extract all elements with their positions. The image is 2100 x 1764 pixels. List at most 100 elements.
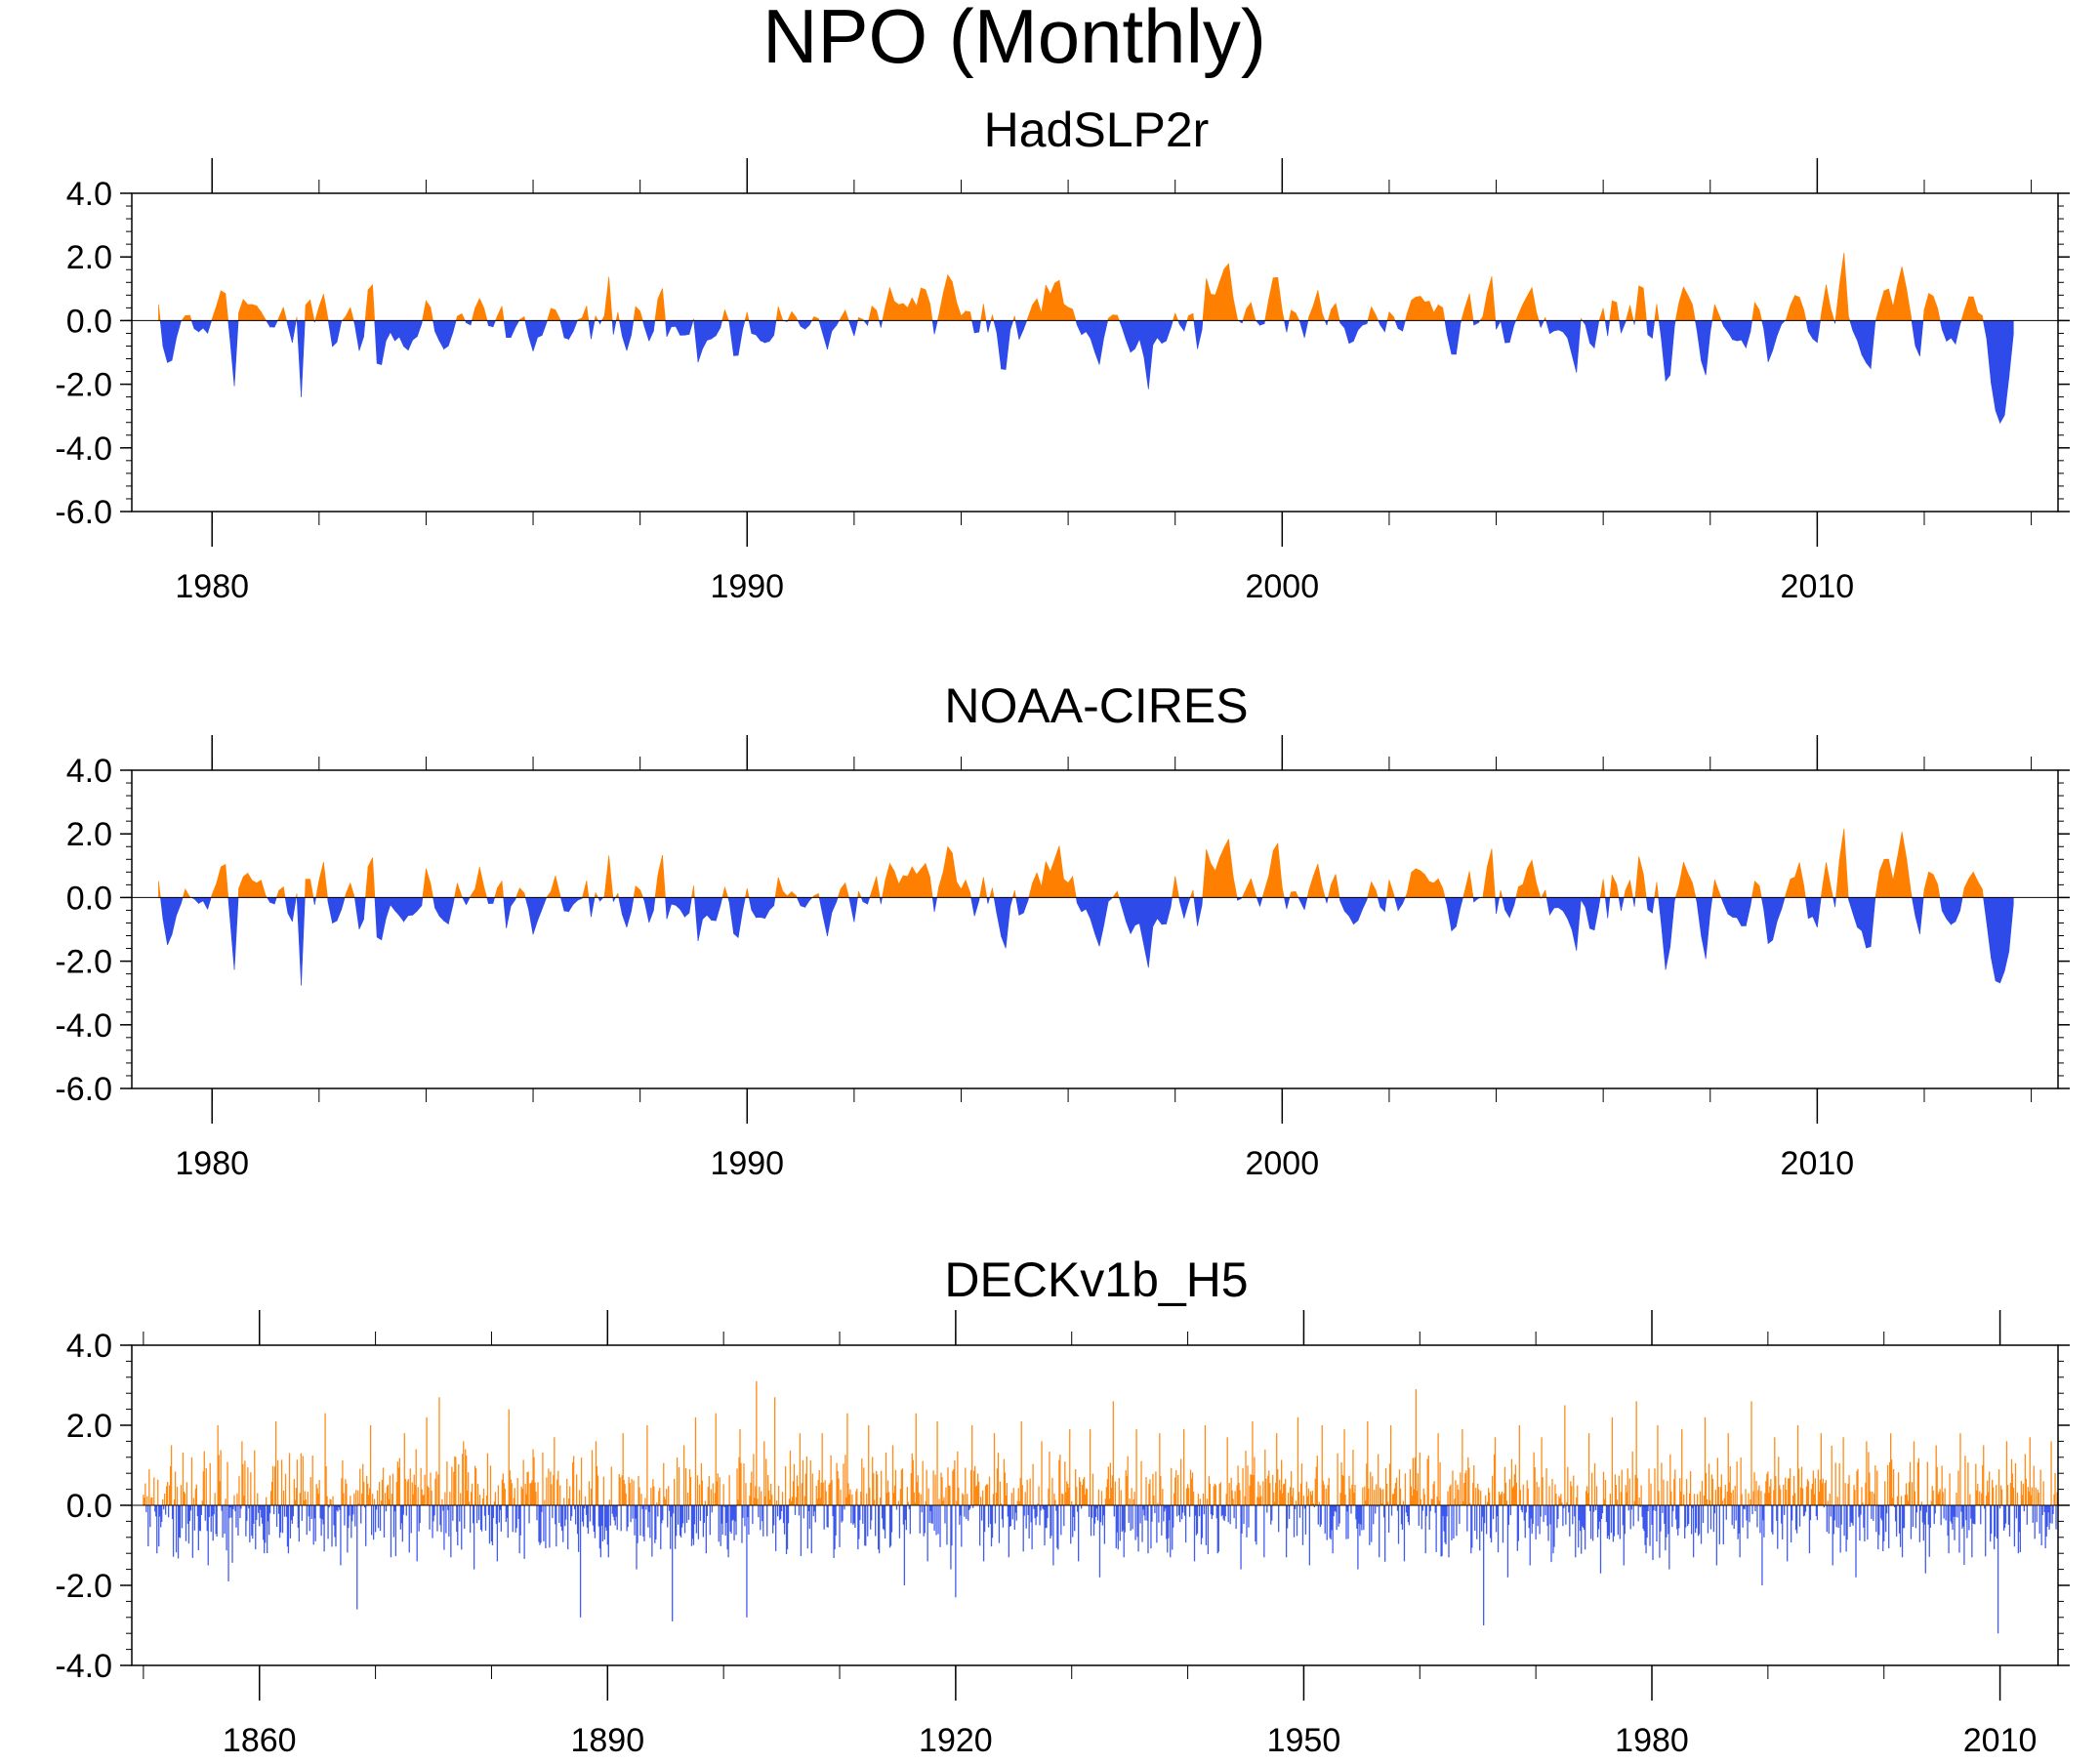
anomaly-segment	[1487, 848, 1493, 898]
anomaly-segment	[452, 320, 457, 333]
anomaly-segment	[1558, 897, 1564, 912]
anomaly-segment	[1023, 320, 1028, 330]
anomaly-segment	[1986, 897, 1992, 959]
anomaly-segment	[965, 310, 970, 321]
anomaly-segment	[1148, 897, 1154, 968]
anomaly-segment	[478, 867, 485, 898]
anomaly-segment	[1866, 897, 1872, 949]
anomaly-segment	[381, 897, 387, 940]
anomaly-segment	[1536, 311, 1540, 321]
anomaly-segment	[1901, 267, 1908, 321]
anomaly-segment	[1951, 320, 1956, 346]
anomaly-segment	[1750, 897, 1752, 907]
anomaly-segment	[510, 897, 516, 908]
anomaly-segment	[1451, 897, 1457, 932]
anomaly-segment	[1711, 304, 1715, 321]
anomaly-segment	[1032, 298, 1038, 321]
anomaly-segment	[1910, 315, 1913, 321]
anomaly-segment	[466, 320, 472, 326]
anomaly-segment	[1786, 305, 1791, 321]
anomaly-segment	[1991, 320, 1997, 411]
anomaly-segment	[1157, 320, 1163, 345]
anomaly-segment	[1658, 320, 1662, 338]
anomaly-segment	[1955, 320, 1960, 345]
anomaly-segment	[407, 320, 414, 350]
anomaly-segment	[470, 320, 473, 325]
anomaly-segment	[363, 897, 366, 920]
anomaly-segment	[1504, 897, 1510, 920]
anomaly-segment	[1103, 320, 1109, 339]
anomaly-segment	[1522, 295, 1528, 321]
y-tick-label: 4.0	[66, 1328, 112, 1365]
anomaly-segment	[1464, 871, 1470, 898]
anomaly-segment	[989, 887, 993, 898]
anomaly-segment	[422, 868, 427, 898]
anomaly-segment	[407, 897, 414, 917]
anomaly-segment	[626, 897, 632, 927]
anomaly-segment	[261, 310, 267, 321]
anomaly-segment	[1023, 897, 1029, 914]
anomaly-segment	[1915, 897, 1920, 934]
anomaly-segment	[1126, 897, 1132, 934]
y-tick-label: -2.0	[55, 367, 112, 404]
anomaly-segment	[1009, 897, 1013, 907]
anomaly-segment	[305, 879, 310, 898]
anomaly-segment	[813, 315, 819, 321]
anomaly-segment	[929, 877, 933, 898]
anomaly-segment	[278, 885, 284, 898]
anomaly-segment	[1041, 861, 1047, 898]
anomaly-segment	[426, 868, 432, 898]
anomaly-segment	[1188, 312, 1194, 321]
anomaly-segment	[358, 320, 364, 351]
anomaly-segment	[1951, 897, 1956, 925]
anomaly-segment	[1317, 863, 1323, 898]
anomaly-segment	[537, 320, 543, 338]
anomaly-segment	[586, 306, 590, 321]
anomaly-segment	[1362, 320, 1368, 326]
anomaly-segment	[791, 310, 797, 321]
anomaly-segment	[1143, 897, 1149, 968]
anomaly-segment	[181, 314, 186, 321]
anomaly-segment	[1112, 314, 1118, 321]
anomaly-segment	[1461, 307, 1465, 321]
anomaly-segment	[1138, 897, 1145, 946]
anomaly-segment	[1604, 320, 1609, 337]
anomaly-segment	[266, 897, 270, 904]
anomaly-segment	[1861, 320, 1867, 363]
anomaly-segment	[1883, 858, 1889, 898]
anomaly-segment	[1527, 859, 1533, 898]
anomaly-segment	[1343, 897, 1350, 918]
anomaly-segment	[1736, 320, 1743, 342]
y-tick-label: 4.0	[66, 753, 112, 790]
anomaly-segment	[551, 876, 556, 898]
anomaly-segment	[438, 897, 444, 923]
anomaly-segment	[1838, 252, 1845, 321]
anomaly-segment	[202, 320, 208, 335]
anomaly-segment	[1821, 284, 1827, 321]
x-tick-label: 2010	[1781, 1145, 1855, 1182]
anomaly-segment	[1866, 320, 1872, 370]
anomaly-segment	[1456, 320, 1462, 355]
anomaly-segment	[350, 882, 355, 898]
anomaly-segment	[588, 897, 592, 918]
anomaly-segment	[1678, 862, 1684, 898]
anomaly-segment	[1598, 897, 1601, 908]
anomaly-segment	[666, 320, 672, 337]
plot-frame	[131, 192, 2059, 513]
x-tick-label: 2010	[1781, 568, 1855, 605]
anomaly-segment	[907, 297, 913, 321]
anomaly-segment	[1272, 276, 1279, 321]
anomaly-segment	[1050, 282, 1055, 321]
anomaly-segment	[1874, 870, 1880, 898]
anomaly-segment	[207, 320, 213, 334]
anomaly-segment	[844, 882, 849, 898]
anomaly-segment	[1437, 879, 1444, 898]
anomaly-segment	[1883, 288, 1889, 321]
anomaly-segment	[1386, 880, 1390, 898]
anomaly-segment	[176, 897, 182, 916]
anomaly-segment	[1888, 288, 1894, 321]
anomaly-segment	[1268, 277, 1274, 321]
anomaly-segment	[880, 320, 884, 328]
anomaly-segment	[987, 320, 992, 333]
anomaly-segment	[882, 306, 886, 321]
